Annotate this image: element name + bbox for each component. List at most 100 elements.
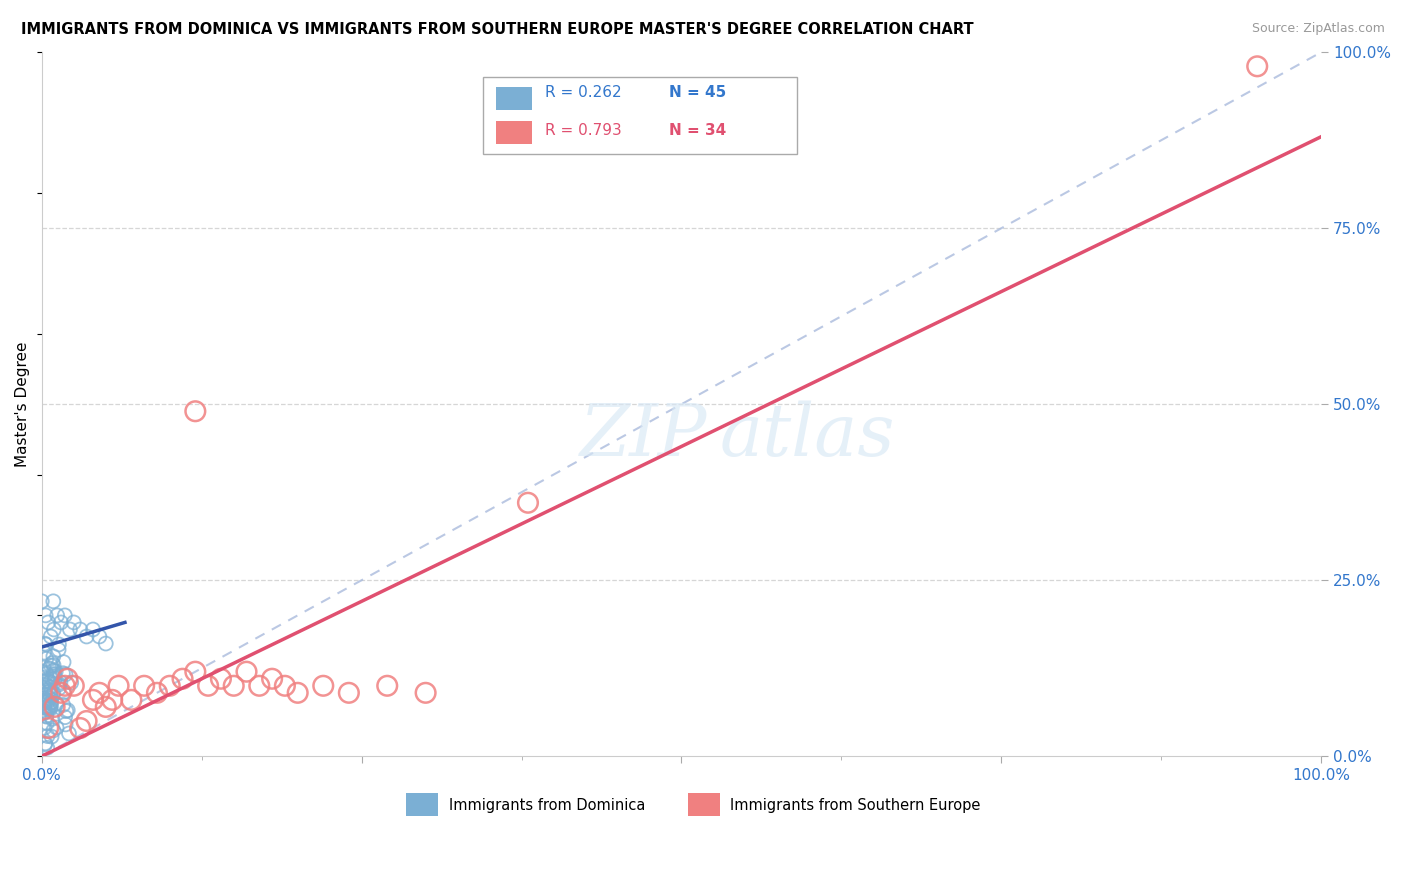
Point [41, 712, 63, 726]
Point [48, 637, 70, 651]
Point [184, 404, 207, 418]
Point [31, 670, 53, 684]
Point [31, 678, 53, 692]
Point [45, 721, 67, 735]
Point [42, 594, 65, 608]
Text: Immigrants from Dominica: Immigrants from Dominica [449, 798, 645, 813]
Point [312, 679, 335, 693]
Point [39, 683, 62, 698]
Point [53, 710, 76, 724]
Point [134, 679, 156, 693]
Point [39, 696, 62, 710]
Point [35, 709, 58, 723]
Point [38, 674, 60, 689]
Point [49, 615, 72, 630]
Point [42, 664, 65, 678]
Point [41, 656, 63, 670]
Point [46, 608, 69, 623]
Point [45, 697, 67, 711]
Point [31, 681, 53, 695]
Point [35, 705, 58, 719]
Point [52, 698, 75, 712]
Point [37, 721, 59, 735]
Point [247, 679, 270, 693]
Point [32, 691, 55, 706]
Point [42, 686, 65, 700]
Point [59, 623, 82, 637]
Point [89, 630, 111, 644]
Point [35, 716, 58, 731]
Point [34, 736, 56, 750]
Point [41, 672, 63, 686]
FancyBboxPatch shape [406, 793, 439, 816]
Point [159, 679, 181, 693]
Point [32, 694, 55, 708]
Point [60, 675, 83, 690]
Point [39, 630, 62, 644]
Point [517, 496, 540, 510]
Text: R = 0.262: R = 0.262 [544, 85, 621, 100]
Point [76, 714, 98, 728]
Point [42, 688, 65, 702]
Point [49, 675, 72, 690]
Point [42, 723, 65, 738]
Point [55, 717, 77, 731]
Point [94, 636, 117, 650]
Point [62, 679, 84, 693]
Point [38, 661, 60, 675]
Point [35, 652, 58, 666]
Text: IMMIGRANTS FROM DOMINICA VS IMMIGRANTS FROM SOUTHERN EUROPE MASTER'S DEGREE CORR: IMMIGRANTS FROM DOMINICA VS IMMIGRANTS F… [21, 22, 974, 37]
Point [375, 679, 398, 693]
Point [56, 672, 79, 686]
Text: Immigrants from Southern Europe: Immigrants from Southern Europe [730, 798, 980, 813]
Point [69, 721, 91, 735]
Point [37, 672, 59, 686]
Point [44, 699, 66, 714]
Point [1246, 59, 1268, 73]
Point [55, 704, 77, 718]
Point [52, 685, 75, 699]
Point [37, 685, 59, 699]
Point [39, 658, 62, 673]
Point [34, 608, 56, 623]
Point [32, 721, 55, 735]
Point [39, 699, 62, 714]
Point [32, 660, 55, 674]
FancyBboxPatch shape [496, 87, 531, 110]
FancyBboxPatch shape [688, 793, 720, 816]
Point [184, 665, 207, 679]
Point [42, 623, 65, 637]
Point [209, 672, 232, 686]
Point [101, 693, 124, 707]
Point [52, 666, 75, 681]
Point [48, 677, 70, 691]
Point [52, 655, 75, 669]
Point [35, 709, 58, 723]
Point [32, 674, 55, 689]
Point [48, 681, 70, 696]
Point [38, 691, 60, 706]
Point [55, 667, 77, 681]
Text: N = 45: N = 45 [669, 85, 725, 100]
Point [415, 686, 437, 700]
Point [262, 672, 284, 686]
Point [172, 672, 194, 686]
Point [337, 686, 360, 700]
Point [44, 667, 66, 681]
FancyBboxPatch shape [484, 77, 797, 154]
Point [34, 700, 56, 714]
Point [34, 688, 56, 702]
Point [41, 730, 63, 744]
Point [39, 687, 62, 701]
Text: atlas: atlas [720, 401, 896, 471]
Point [45, 665, 67, 679]
Point [120, 693, 142, 707]
Text: R = 0.793: R = 0.793 [544, 122, 621, 137]
Point [49, 686, 72, 700]
Point [34, 694, 56, 708]
Point [76, 630, 98, 644]
Point [82, 623, 104, 637]
Text: Source: ZipAtlas.com: Source: ZipAtlas.com [1251, 22, 1385, 36]
Point [38, 700, 60, 714]
Text: ZIP: ZIP [579, 401, 707, 471]
